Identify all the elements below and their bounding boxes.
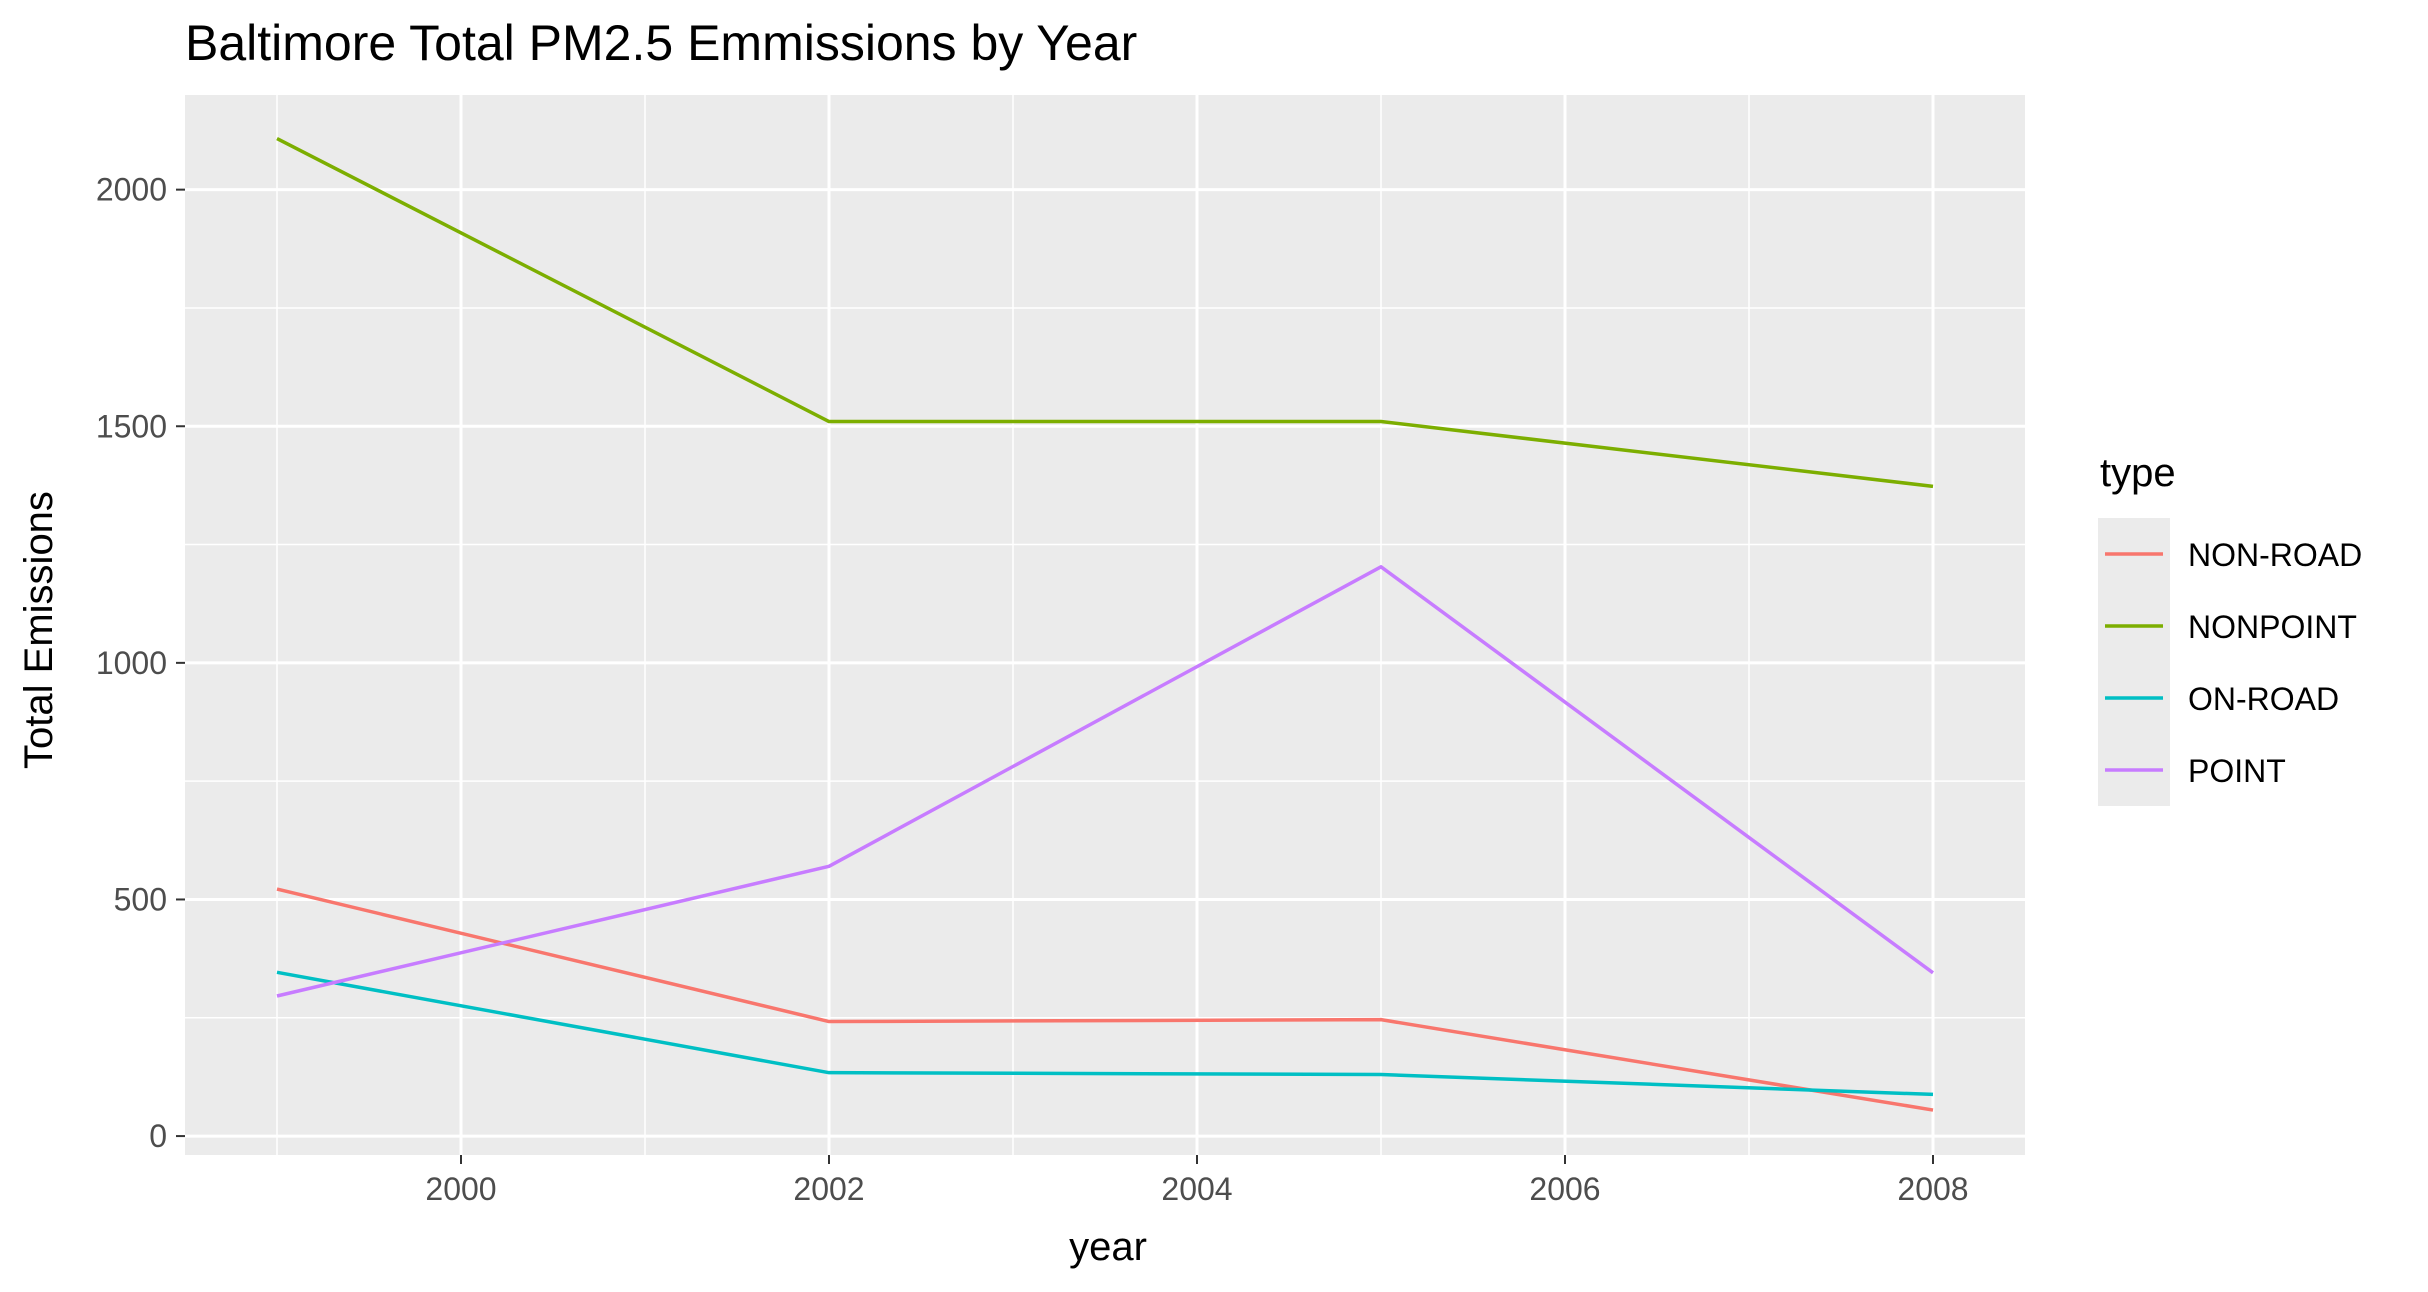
x-tick-label: 2000 [425,1171,496,1207]
series-line-non-road [276,887,1934,1112]
legend-label-non-road: NON-ROAD [2188,537,2362,573]
legend-label-point: POINT [2188,753,2286,789]
y-tick-label: 500 [114,881,167,917]
major-gridlines [185,95,2025,1155]
legend-items: NON-ROAD NONPOINT ON-ROAD POINT [2098,518,2362,806]
x-tick-label: 2004 [1161,1171,1232,1207]
legend-title: type [2100,451,2176,495]
series-line-on-road [276,970,1934,1097]
x-tick-label: 2002 [793,1171,864,1207]
x-axis-label: year [1069,1225,1147,1269]
axes: 2000 2002 2004 2006 2008 0 500 1000 1500 2000 [96,172,1969,1207]
legend: type NON-ROAD NONPOINT ON-ROAD POINT [2098,451,2362,806]
y-tick-label: 1500 [96,408,167,444]
x-tick-label: 2006 [1529,1171,1600,1207]
series-lines [276,136,1935,1112]
minor-gridlines [185,95,2025,1155]
x-tick-label: 2008 [1897,1171,1968,1207]
y-tick-label: 2000 [96,172,167,208]
plot-background [185,95,2025,1155]
series-line-point [276,565,1935,998]
y-tick-label: 0 [149,1118,167,1154]
chart-title: Baltimore Total PM2.5 Emmissions by Year [185,15,1137,71]
series-line-nonpoint [276,136,1934,489]
y-axis-label: Total Emissions [17,491,61,769]
legend-label-on-road: ON-ROAD [2188,681,2339,717]
y-tick-label: 1000 [96,645,167,681]
legend-label-nonpoint: NONPOINT [2188,609,2357,645]
